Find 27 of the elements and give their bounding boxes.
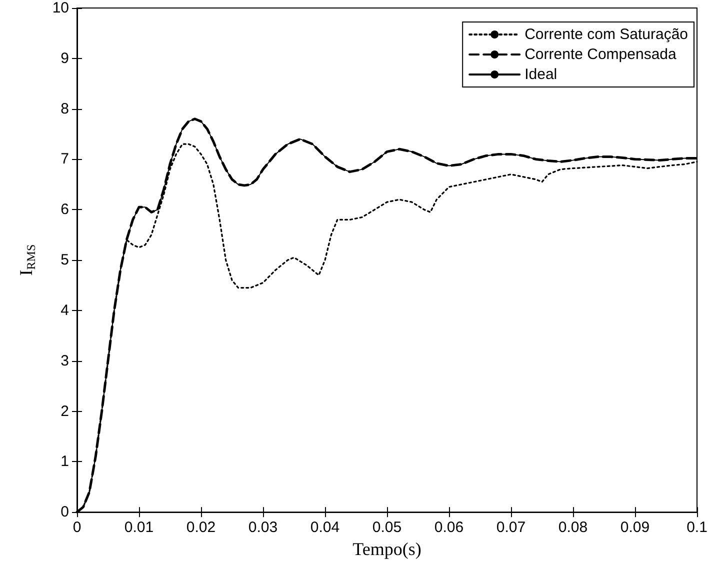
x-tick-label: 0.05 [372, 519, 402, 536]
x-tick-label: 0.06 [434, 519, 464, 536]
x-tick-label: 0.04 [310, 519, 340, 536]
y-tick-label: 4 [60, 302, 69, 319]
x-tick-label: 0 [72, 519, 82, 536]
x-tick-label: 0.08 [558, 519, 588, 536]
legend-label: Ideal [524, 66, 558, 83]
x-tick-label: 0.07 [496, 519, 526, 536]
y-tick-label: 2 [60, 402, 69, 420]
legend-label: Corrente com Saturação [524, 26, 688, 43]
legend-label: Corrente Compensada [524, 46, 677, 63]
x-tick-label: 0.09 [620, 519, 650, 536]
x-axis-title: Tempo(s) [352, 539, 422, 559]
y-tick-label: 9 [60, 50, 69, 67]
y-tick-label: 0 [60, 504, 69, 521]
y-tick-label: 6 [60, 201, 69, 218]
x-tick-label: 0.1 [686, 519, 708, 536]
y-tick-label: 3 [60, 352, 69, 370]
y-axis-title: IRMS [16, 244, 38, 276]
y-tick-label: 7 [60, 150, 69, 168]
y-tick-label: 5 [60, 252, 69, 269]
y-tick-label: 8 [60, 100, 69, 118]
y-tick-label: 10 [52, 0, 69, 16]
x-tick-label: 0.01 [124, 519, 154, 536]
x-tick-label: 0.03 [248, 519, 278, 536]
y-tick-label: 1 [60, 453, 69, 470]
x-tick-label: 0.02 [186, 519, 216, 536]
